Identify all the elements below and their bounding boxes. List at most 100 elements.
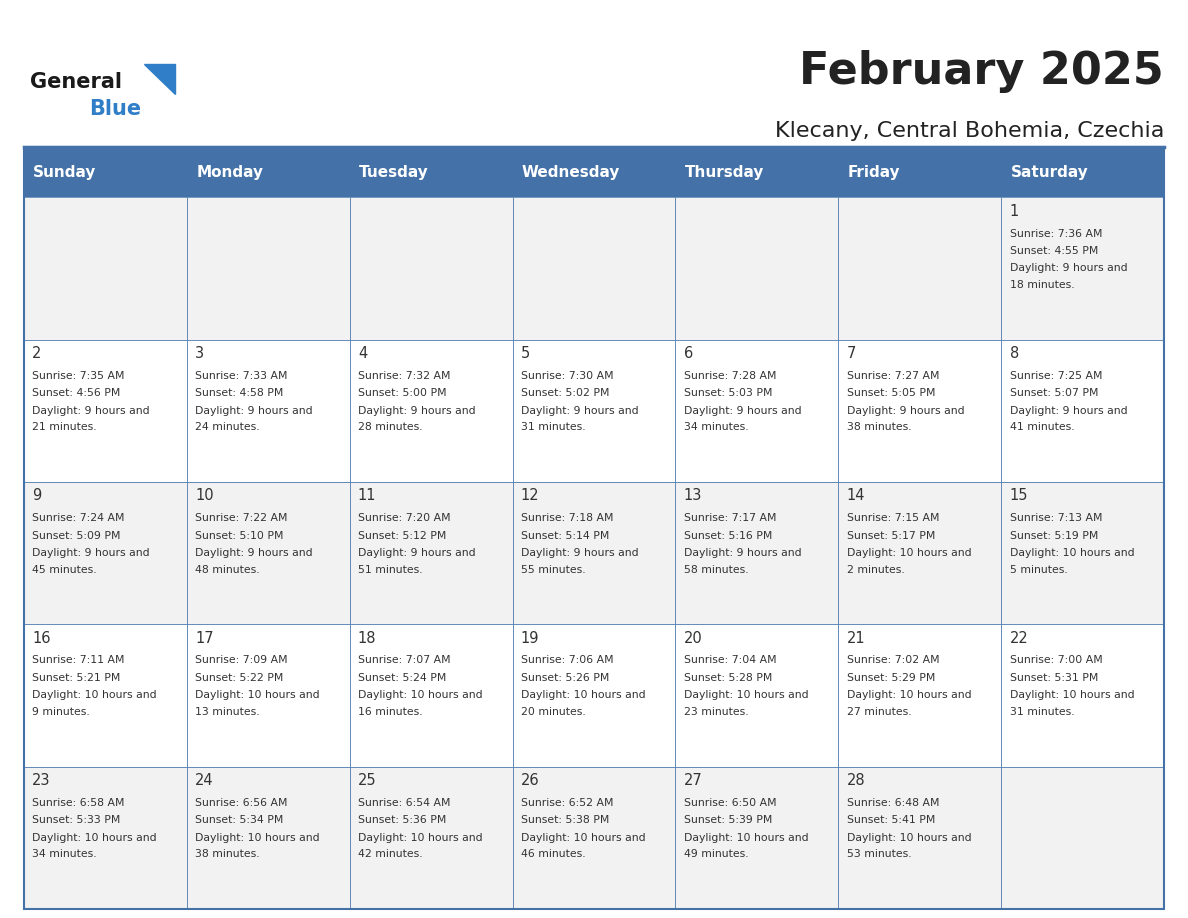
Bar	[676, 340, 839, 482]
Text: 20 minutes.: 20 minutes.	[520, 707, 586, 717]
Text: Monday: Monday	[196, 164, 264, 180]
Text: General: General	[30, 72, 121, 92]
Text: Sunrise: 7:30 AM: Sunrise: 7:30 AM	[520, 371, 613, 381]
Text: 5 minutes.: 5 minutes.	[1010, 565, 1067, 575]
Text: 53 minutes.: 53 minutes.	[847, 849, 911, 859]
Text: 31 minutes.: 31 minutes.	[1010, 707, 1074, 717]
Text: 24 minutes.: 24 minutes.	[195, 422, 260, 432]
Bar	[24, 340, 187, 482]
Text: 12: 12	[520, 488, 539, 503]
Text: 27: 27	[684, 773, 702, 788]
Text: 26: 26	[520, 773, 539, 788]
Text: Sunrise: 7:06 AM: Sunrise: 7:06 AM	[520, 655, 613, 666]
Text: Sunrise: 7:09 AM: Sunrise: 7:09 AM	[195, 655, 287, 666]
Text: 55 minutes.: 55 minutes.	[520, 565, 586, 575]
Bar	[839, 624, 1001, 767]
Text: Sunset: 5:17 PM: Sunset: 5:17 PM	[847, 531, 935, 541]
Text: Sunrise: 6:58 AM: Sunrise: 6:58 AM	[32, 798, 125, 808]
Text: 46 minutes.: 46 minutes.	[520, 849, 586, 859]
Bar	[187, 147, 349, 197]
Bar	[349, 624, 512, 767]
Text: Daylight: 9 hours and: Daylight: 9 hours and	[520, 548, 638, 558]
Text: Saturday: Saturday	[1011, 164, 1088, 180]
Text: Sunset: 5:05 PM: Sunset: 5:05 PM	[847, 388, 935, 398]
Text: Sunrise: 7:28 AM: Sunrise: 7:28 AM	[684, 371, 776, 381]
Text: 16 minutes.: 16 minutes.	[358, 707, 423, 717]
Text: 11: 11	[358, 488, 377, 503]
Text: Daylight: 10 hours and: Daylight: 10 hours and	[195, 833, 320, 843]
Text: 2: 2	[32, 346, 42, 361]
Text: Daylight: 10 hours and: Daylight: 10 hours and	[32, 833, 157, 843]
Text: Daylight: 10 hours and: Daylight: 10 hours and	[358, 690, 482, 700]
Text: 22: 22	[1010, 631, 1029, 645]
Text: Daylight: 9 hours and: Daylight: 9 hours and	[358, 548, 475, 558]
Text: 23: 23	[32, 773, 51, 788]
Text: 27 minutes.: 27 minutes.	[847, 707, 911, 717]
Text: 21: 21	[847, 631, 865, 645]
Text: Sunset: 5:36 PM: Sunset: 5:36 PM	[358, 815, 447, 825]
Text: Sunrise: 7:27 AM: Sunrise: 7:27 AM	[847, 371, 940, 381]
Text: 19: 19	[520, 631, 539, 645]
Bar	[24, 197, 187, 340]
Text: Sunrise: 7:24 AM: Sunrise: 7:24 AM	[32, 513, 125, 523]
Bar	[349, 482, 512, 624]
Text: Sunrise: 7:04 AM: Sunrise: 7:04 AM	[684, 655, 777, 666]
Text: Sunset: 5:09 PM: Sunset: 5:09 PM	[32, 531, 120, 541]
Text: 34 minutes.: 34 minutes.	[684, 422, 748, 432]
Text: 49 minutes.: 49 minutes.	[684, 849, 748, 859]
Text: 25: 25	[358, 773, 377, 788]
Text: 3: 3	[195, 346, 204, 361]
Bar	[1001, 624, 1164, 767]
Text: Sunrise: 7:33 AM: Sunrise: 7:33 AM	[195, 371, 287, 381]
Text: Sunrise: 6:48 AM: Sunrise: 6:48 AM	[847, 798, 940, 808]
Bar	[512, 340, 676, 482]
Text: Sunset: 4:58 PM: Sunset: 4:58 PM	[195, 388, 284, 398]
Text: 34 minutes.: 34 minutes.	[32, 849, 96, 859]
Text: Sunrise: 6:52 AM: Sunrise: 6:52 AM	[520, 798, 613, 808]
Text: Sunset: 5:29 PM: Sunset: 5:29 PM	[847, 673, 935, 683]
Bar	[839, 482, 1001, 624]
Text: 9 minutes.: 9 minutes.	[32, 707, 90, 717]
Text: Klecany, Central Bohemia, Czechia: Klecany, Central Bohemia, Czechia	[775, 121, 1164, 141]
Text: Daylight: 10 hours and: Daylight: 10 hours and	[1010, 548, 1135, 558]
Text: 48 minutes.: 48 minutes.	[195, 565, 260, 575]
Text: Sunrise: 7:20 AM: Sunrise: 7:20 AM	[358, 513, 450, 523]
Bar	[187, 197, 349, 340]
Text: Sunset: 5:16 PM: Sunset: 5:16 PM	[684, 531, 772, 541]
Text: Friday: Friday	[848, 164, 901, 180]
Bar	[512, 624, 676, 767]
Text: Daylight: 9 hours and: Daylight: 9 hours and	[1010, 406, 1127, 416]
Bar	[512, 767, 676, 909]
Text: Sunset: 5:21 PM: Sunset: 5:21 PM	[32, 673, 120, 683]
Text: Daylight: 10 hours and: Daylight: 10 hours and	[520, 833, 645, 843]
Text: 1: 1	[1010, 204, 1019, 218]
Text: Sunrise: 6:50 AM: Sunrise: 6:50 AM	[684, 798, 777, 808]
Text: Daylight: 10 hours and: Daylight: 10 hours and	[847, 548, 972, 558]
Text: 45 minutes.: 45 minutes.	[32, 565, 96, 575]
Text: 38 minutes.: 38 minutes.	[847, 422, 911, 432]
Text: Thursday: Thursday	[685, 164, 764, 180]
Text: Sunset: 5:07 PM: Sunset: 5:07 PM	[1010, 388, 1098, 398]
Text: Sunset: 5:39 PM: Sunset: 5:39 PM	[684, 815, 772, 825]
Text: February 2025: February 2025	[800, 50, 1164, 94]
Bar	[1001, 197, 1164, 340]
Text: Daylight: 10 hours and: Daylight: 10 hours and	[684, 690, 808, 700]
Text: Daylight: 10 hours and: Daylight: 10 hours and	[684, 833, 808, 843]
Text: Sunset: 5:41 PM: Sunset: 5:41 PM	[847, 815, 935, 825]
Text: Daylight: 9 hours and: Daylight: 9 hours and	[847, 406, 965, 416]
Bar	[349, 197, 512, 340]
Text: Sunset: 4:55 PM: Sunset: 4:55 PM	[1010, 246, 1098, 256]
Text: Wednesday: Wednesday	[522, 164, 620, 180]
Text: 15: 15	[1010, 488, 1028, 503]
Text: Daylight: 9 hours and: Daylight: 9 hours and	[195, 406, 312, 416]
Bar	[512, 197, 676, 340]
Bar	[187, 624, 349, 767]
Text: 42 minutes.: 42 minutes.	[358, 849, 423, 859]
Text: Sunset: 5:02 PM: Sunset: 5:02 PM	[520, 388, 609, 398]
Text: Sunrise: 7:15 AM: Sunrise: 7:15 AM	[847, 513, 940, 523]
Bar	[676, 147, 839, 197]
Text: Sunset: 5:38 PM: Sunset: 5:38 PM	[520, 815, 609, 825]
Text: Sunrise: 7:25 AM: Sunrise: 7:25 AM	[1010, 371, 1102, 381]
Text: 2 minutes.: 2 minutes.	[847, 565, 904, 575]
Text: Sunrise: 7:32 AM: Sunrise: 7:32 AM	[358, 371, 450, 381]
